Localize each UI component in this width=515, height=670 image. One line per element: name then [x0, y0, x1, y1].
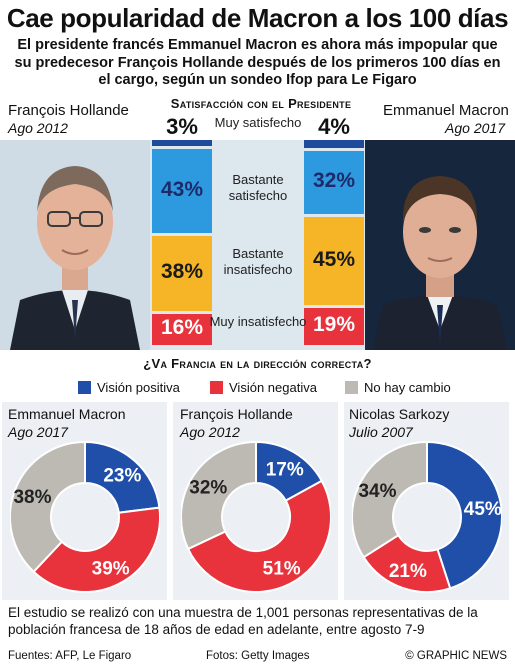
- satisfaction-chart-title: Satisfacción con el Presidente: [170, 96, 352, 111]
- donut-value-label: 51%: [263, 558, 301, 579]
- hollande-name: François Hollande: [8, 102, 129, 119]
- macron-date: Ago 2017: [445, 120, 505, 136]
- donut-slice-positive: [426, 440, 502, 590]
- footer-credit: © GRAPHIC NEWS: [405, 650, 507, 662]
- legend-positive-label: Visión positiva: [97, 380, 180, 395]
- donut-slice-negative: [32, 506, 160, 593]
- donut-date-sarkozy: Julio 2007: [349, 424, 413, 440]
- bar-segment-very-unsatisfied: [304, 307, 364, 345]
- bar-segment-very-satisfied: [304, 140, 364, 148]
- donut-slice-nochange: [352, 440, 428, 559]
- bar-value-label: 43%: [160, 178, 204, 202]
- donut-slice-negative: [186, 479, 331, 594]
- donut-name-sarkozy: Nicolas Sarkozy: [349, 406, 450, 422]
- donut-value-label: 45%: [464, 499, 502, 520]
- category-very-unsatisfied: Muy insatisfecho: [209, 314, 307, 329]
- donut-slice-nochange: [181, 440, 257, 551]
- donut-date-hollande: Ago 2012: [180, 424, 240, 440]
- macron-satisfaction-stack: 32% 45% 19%: [304, 140, 364, 345]
- page-title: Cae popularidad de Macron a los 100 días: [6, 3, 509, 33]
- hollande-very-satisfied-label: 3%: [166, 114, 198, 139]
- bar-value-label: 19%: [312, 313, 356, 337]
- hollande-date: Ago 2012: [8, 120, 68, 136]
- footer-sources: Fuentes: AFP, Le Figaro: [8, 650, 132, 662]
- donut-value-label: 34%: [358, 481, 396, 502]
- category-very-satisfied: Muy satisfecho: [214, 115, 302, 130]
- legend-nochange-label: No hay cambio: [364, 380, 451, 395]
- donut-name-macron: Emmanuel Macron: [8, 406, 126, 422]
- bar-segment-satisfied: [152, 148, 212, 234]
- legend-negative-label: Visión negativa: [229, 380, 317, 395]
- donut-value-label: 17%: [266, 459, 304, 480]
- hollande-satisfaction-stack: 43% 38% 16%: [152, 140, 212, 345]
- category-unsatisfied: Bastante insatisfecho: [223, 246, 293, 277]
- footer-photos: Fotos: Getty Images: [206, 650, 310, 662]
- donut-chart-sarkozy: 45% 21% 34%: [352, 440, 502, 593]
- donut-value-label: 38%: [13, 487, 51, 508]
- donut-slice-nochange: [10, 440, 86, 574]
- bar-value-label: 38%: [160, 260, 204, 284]
- donut-value-label: 39%: [92, 558, 130, 579]
- bar-segment-very-satisfied: [152, 140, 212, 146]
- donut-chart-macron: 23% 39% 38%: [10, 440, 160, 593]
- macron-portrait: [365, 140, 515, 350]
- bar-segment-satisfied: [304, 150, 364, 214]
- methodology-note: El estudio se realizó con una muestra de…: [8, 605, 478, 637]
- legend-positive: Visión positiva: [78, 380, 180, 396]
- bar-segment-very-unsatisfied: [152, 313, 212, 345]
- bar-segment-unsatisfied: [152, 236, 212, 311]
- donut-value-label: 21%: [389, 561, 427, 582]
- legend-negative: Visión negativa: [210, 380, 317, 396]
- legend-nochange: No hay cambio: [345, 380, 451, 396]
- donut-chart-hollande: 17% 51% 32%: [181, 440, 331, 594]
- legend-positive-swatch: [78, 381, 91, 394]
- macron-name: Emmanuel Macron: [383, 102, 509, 119]
- hollande-portrait: [0, 140, 150, 350]
- donut-date-macron: Ago 2017: [8, 424, 68, 440]
- donut-slice-positive: [84, 440, 160, 514]
- bar-value-label: 32%: [312, 169, 356, 193]
- bar-value-label: 45%: [312, 247, 356, 271]
- legend-nochange-swatch: [345, 381, 358, 394]
- category-satisfied: Bastante satisfecho: [228, 172, 288, 203]
- direction-chart-title: ¿Va Francia en la dirección correcta?: [143, 356, 372, 371]
- donut-value-label: 23%: [103, 466, 141, 487]
- page-subtitle: El presidente francés Emmanuel Macron es…: [14, 37, 501, 88]
- donut-value-label: 32%: [189, 478, 227, 499]
- bar-segment-unsatisfied: [304, 216, 364, 305]
- bar-value-label: 16%: [160, 316, 204, 340]
- donut-name-hollande: François Hollande: [180, 406, 293, 422]
- legend-negative-swatch: [210, 381, 223, 394]
- macron-very-satisfied-label: 4%: [318, 114, 350, 139]
